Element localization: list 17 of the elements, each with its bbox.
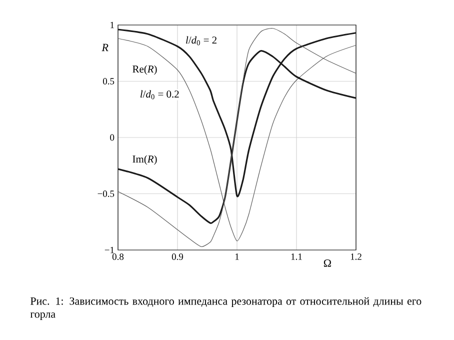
x-tick-label: 1.2 (350, 254, 362, 260)
y-tick-label: −1 (104, 246, 114, 254)
annotation: l/d$_{0}$ = 0.2 (140, 90, 179, 100)
x-tick-label: 1.1 (291, 254, 302, 260)
x-tick-label: 1 (235, 254, 239, 260)
y-tick-label: 0.5 (103, 78, 114, 84)
x-axis-title: Ω (324, 260, 331, 267)
annotation: Re(R) (132, 65, 157, 75)
y-tick-label: 1 (110, 22, 114, 28)
annotation: l/d$_{0}$ = 2 (186, 36, 217, 46)
x-tick-label: 0.8 (112, 254, 124, 260)
y-axis-title: R (102, 44, 108, 52)
y-tick-label: 0 (110, 134, 114, 141)
text: Рис. 1: Зависимость входного импеданса резонатора от относительной длины его горла (30, 297, 422, 320)
annotation: Im(R) (132, 155, 157, 165)
x-tick-label: 0.9 (172, 254, 184, 260)
y-tick-label: −0.5 (98, 190, 114, 197)
